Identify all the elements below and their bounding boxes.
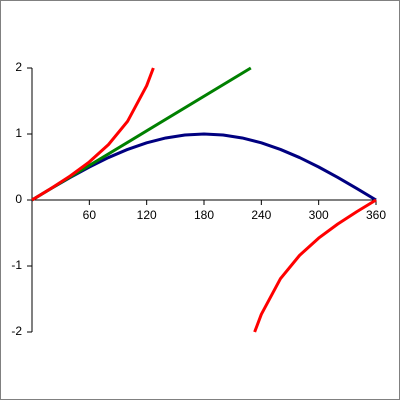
x-tick-label: 120: [137, 208, 157, 222]
x-tick-label: 60: [83, 208, 97, 222]
y-tick-label: -2: [11, 324, 22, 338]
x-tick-label: 180: [194, 208, 214, 222]
x-tick-label: 300: [309, 208, 329, 222]
x-tick-label: 240: [251, 208, 271, 222]
x-tick-label: 360: [366, 208, 386, 222]
y-tick-label: 0: [15, 192, 22, 206]
line-series: [31, 67, 377, 333]
y-tick-label: 2: [15, 60, 22, 74]
y-tick-label: 1: [15, 126, 22, 140]
y-tick-label: -1: [11, 258, 22, 272]
